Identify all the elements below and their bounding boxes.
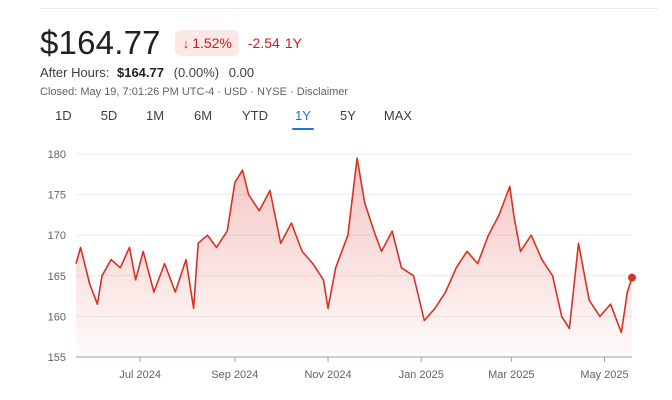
current-price: $164.77 [40,24,161,61]
percent-change: 1.52% [192,35,232,51]
x-tick-label-1: Sep 2024 [211,369,258,381]
top-divider [40,8,658,9]
x-tick-label-5: May 2025 [580,369,628,381]
absolute-change: -2.54 [247,35,280,51]
disclaimer-link[interactable]: Disclaimer [296,86,349,98]
range-tab-1y[interactable]: 1Y [292,108,314,130]
after-hours-label: After Hours: [40,65,110,80]
range-tab-max[interactable]: MAX [383,108,413,123]
y-tick-label-180: 180 [48,149,66,161]
change-period: 1Y [284,35,302,51]
y-tick-label-160: 160 [48,311,66,323]
x-tick-label-0: Jul 2024 [119,369,161,381]
range-tab-5y[interactable]: 5Y [340,108,356,123]
absolute-change-group: -2.54 1Y [248,35,302,51]
price-area [76,158,632,357]
price-chart[interactable]: 180 175 170 165 160 155 Jul 2024 Sep 2024 Nov 20… [0,140,672,400]
percent-change-badge: ↓ 1.52% [174,30,239,56]
x-tick-label-2: Nov 2024 [304,369,351,381]
quote-header: $164.77 ↓ 1.52% -2.54 1Y [40,24,302,62]
y-tick-label-155: 155 [48,352,66,364]
price-line [75,157,633,334]
range-tab-5d[interactable]: 5D [100,108,118,123]
range-tab-ytd[interactable]: YTD [242,108,268,123]
market-status-line: Closed: May 19, 7:01:26 PM UTC-4 · USD ·… [40,86,348,98]
range-tab-6m[interactable]: 6M [193,108,213,123]
after-hours-percent: (0.00%) [173,65,220,80]
range-tab-1d[interactable]: 1D [55,108,72,123]
y-tick-label-165: 165 [48,271,66,283]
after-hours-change: 0.00 [228,65,255,80]
x-tick-label-3: Jan 2025 [399,369,444,381]
after-hours-row: After Hours: $164.77 (0.00%) 0.00 [40,65,254,80]
range-tab-1m[interactable]: 1M [146,108,165,123]
x-tick-label-4: Mar 2025 [488,369,534,381]
down-arrow-icon: ↓ [182,35,190,51]
y-tick-label-170: 170 [48,230,66,242]
after-hours-price: $164.77 [116,65,164,80]
y-tick-label-175: 175 [48,190,66,202]
closed-info: Closed: May 19, 7:01:26 PM UTC-4 · USD ·… [40,86,297,98]
last-price-dot [628,273,636,282]
range-selector: 1D 5D 1M 6M YTD 1Y 5Y MAX [40,108,413,130]
